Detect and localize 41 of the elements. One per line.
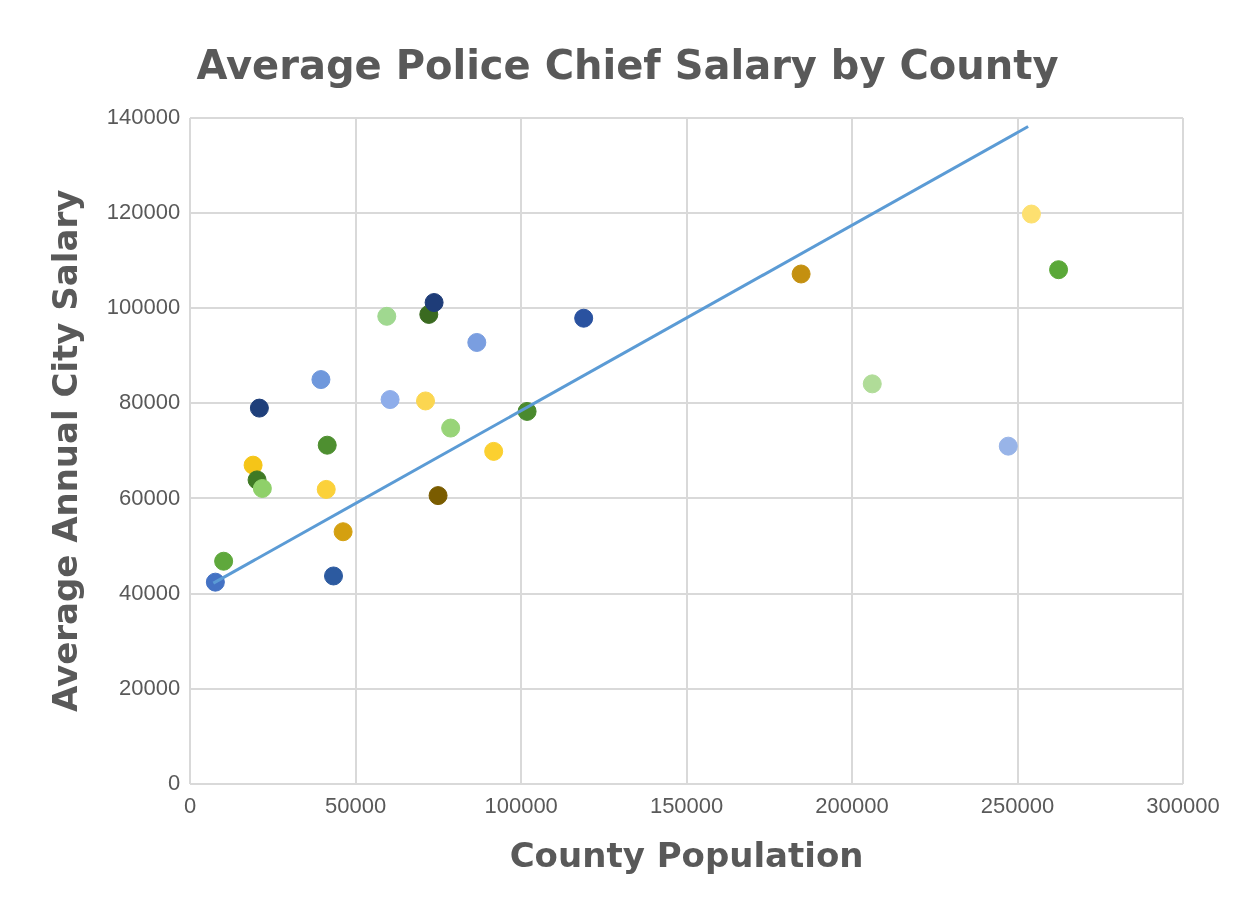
y-tick-label: 20000 [119, 674, 181, 700]
point [243, 455, 263, 475]
point [1021, 204, 1041, 224]
point [998, 436, 1018, 456]
y-tick-label: 140000 [106, 104, 181, 130]
point [441, 418, 461, 438]
point [333, 522, 353, 542]
point [311, 370, 331, 390]
point [380, 390, 400, 410]
point [252, 478, 272, 498]
point [574, 308, 594, 328]
x-tick-label: 300000 [1146, 793, 1220, 819]
point [862, 374, 882, 394]
point [1049, 260, 1069, 280]
x-tick-label: 0 [184, 793, 197, 819]
chart-title: Average Police Chief Salary by County [195, 42, 1060, 88]
point [424, 293, 444, 313]
x-tick-label: 100000 [484, 793, 558, 819]
x-axis-title: County Population [509, 835, 864, 876]
point [249, 398, 269, 418]
x-tick-label: 250000 [980, 793, 1055, 819]
x-tick-label: 150000 [649, 793, 724, 819]
x-tick-label: 50000 [325, 793, 387, 819]
y-tick-label: 60000 [119, 484, 181, 510]
point [214, 551, 234, 571]
point [416, 391, 435, 411]
point [467, 332, 487, 352]
point [324, 566, 343, 586]
point [317, 435, 337, 455]
point [484, 441, 504, 461]
x-tick-label: 200000 [815, 793, 889, 819]
y-tick-label: 120000 [106, 199, 181, 225]
y-tick-label: 0 [167, 769, 181, 795]
y-tick-label: 40000 [119, 579, 181, 605]
point [791, 264, 811, 284]
y-tick-label: 80000 [119, 389, 181, 415]
y-axis-title: Average Annual City Salary [45, 189, 86, 713]
point [377, 306, 397, 326]
y-tick-label: 100000 [106, 294, 181, 320]
point [316, 479, 336, 499]
point [428, 486, 448, 506]
